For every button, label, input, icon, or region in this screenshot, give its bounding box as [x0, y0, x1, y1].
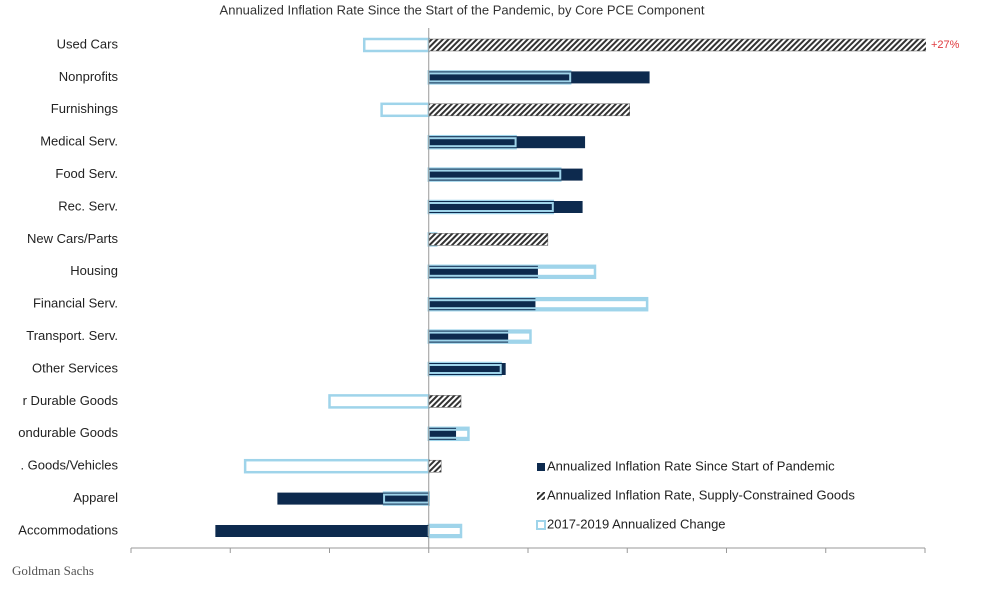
bar-2017-2019 [243, 458, 430, 474]
y-tick-label: Food Serv. [55, 166, 118, 181]
legend-label: 2017-2019 Annualized Change [547, 516, 726, 531]
y-tick-label: Medical Serv. [40, 134, 118, 149]
bar-supply-constrained [428, 233, 549, 246]
y-tick-label: r Durable Goods [23, 393, 119, 408]
source: Goldman Sachs [12, 563, 94, 578]
bar-supply-constrained [428, 395, 462, 408]
legend-swatch [537, 492, 545, 500]
bar-supply-constrained [428, 38, 926, 52]
y-tick-label: Accommodations [18, 522, 118, 537]
y-tick-label: New Cars/Parts [27, 231, 119, 246]
legend-label: Annualized Inflation Rate Since Start of… [547, 458, 835, 473]
y-tick-label: . Goods/Vehicles [20, 458, 118, 473]
y-tick-label: Used Cars [57, 36, 119, 51]
y-tick-label: Nonprofits [59, 69, 119, 84]
bar-pandemic [215, 525, 429, 537]
y-tick-label: Financial Serv. [33, 296, 118, 311]
y-tick-label: Housing [70, 263, 118, 278]
legend-swatch [536, 520, 546, 530]
y-tick-label: Furnishings [51, 101, 119, 116]
y-tick-label: ondurable Goods [18, 425, 118, 440]
legend-swatch [537, 463, 545, 471]
value-label: +27% [931, 39, 960, 51]
y-tick-label: Transport. Serv. [26, 328, 118, 343]
chart-title: Annualized Inflation Rate Since the Star… [220, 2, 705, 17]
plot-area [215, 37, 926, 539]
legend-label: Annualized Inflation Rate, Supply-Constr… [547, 487, 855, 502]
y-tick-label: Apparel [73, 490, 118, 505]
y-tick-label: Other Services [32, 360, 118, 375]
bar-2017-2019 [328, 394, 430, 409]
bar-2017-2019 [380, 102, 431, 118]
bar-supply-constrained [428, 459, 442, 473]
y-tick-label: Rec. Serv. [58, 198, 118, 213]
bar-supply-constrained [428, 103, 630, 117]
bar-2017-2019 [362, 37, 430, 53]
